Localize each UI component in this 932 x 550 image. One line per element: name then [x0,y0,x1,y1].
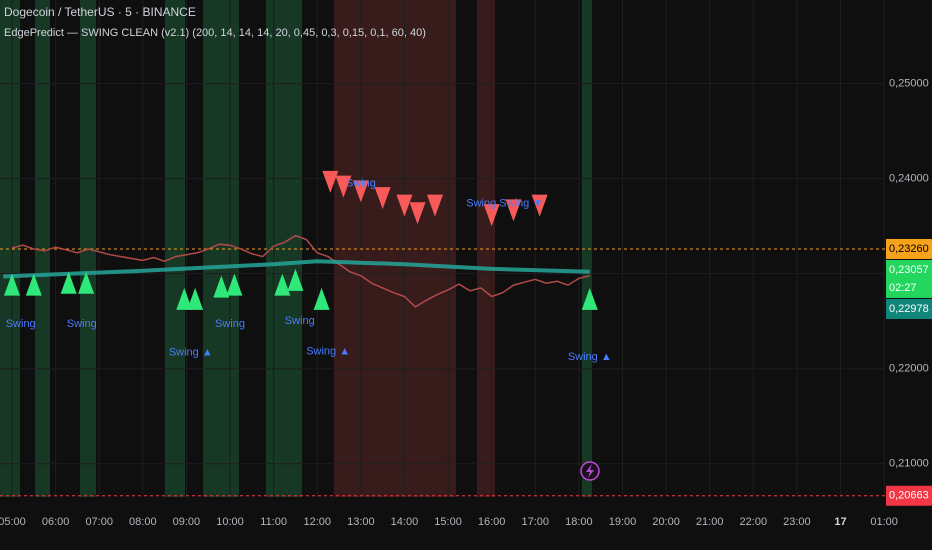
price-label-box [886,238,932,259]
x-tick-label: 15:00 [434,516,462,528]
x-tick-label: 18:00 [565,516,593,528]
y-tick-label: 0,21000 [889,458,929,470]
buy-signal [78,271,95,294]
x-tick-label: 23:00 [783,516,811,528]
bull-zone [582,0,592,497]
y-tick-label: 0,24000 [889,173,929,185]
x-tick-label: 11:00 [260,516,287,528]
x-tick-label: 22:00 [740,516,768,528]
sell-signal [374,187,391,210]
y-tick-label: 0,25000 [889,78,929,90]
signal-label: Swing [346,177,376,189]
signal-label: Swing [285,315,315,327]
sell-signal [505,199,522,222]
price-label: 0,23260 [889,243,929,255]
x-tick-label: 17 [834,516,846,528]
signal-label: Swing Swing ▼ [466,197,543,209]
buy-signal [3,273,20,296]
x-tick-label: 20:00 [652,516,680,528]
buy-signal [187,287,204,310]
x-tick-label: 12:00 [303,516,331,528]
sell-signal [322,170,339,193]
x-tick-label: 19:00 [609,516,637,528]
x-tick-label: 10:00 [216,516,244,528]
y-tick-label: 0,22000 [889,363,929,375]
sell-signal [426,194,443,217]
x-tick-label: 01:00 [870,516,898,528]
sell-signal [531,194,548,217]
x-tick-label: 13:00 [347,516,375,528]
buy-signal [213,275,230,298]
alert-icon [580,461,600,481]
signal-label: Swing ▲ [169,346,213,358]
buy-signal [274,273,291,296]
bear-zone [334,0,456,497]
x-tick-label: 08:00 [129,516,157,528]
x-tick-label: 07:00 [85,516,113,528]
buy-signal [313,287,330,310]
buy-signal [287,268,304,291]
plot [0,0,885,497]
x-tick-label: 14:00 [391,516,419,528]
buy-signal [25,273,42,296]
price-line-series [11,234,590,308]
sell-signal [396,194,413,217]
x-tick-label: 05:00 [0,516,26,528]
indicator-title: EdgePredict — SWING CLEAN (v2.1) (200, 1… [4,27,426,39]
price-label: 0,22978 [889,303,929,315]
buy-signal [226,273,243,296]
signal-label: Swing ▲ [306,346,350,358]
x-tick-label: 06:00 [42,516,70,528]
sell-signal [335,175,352,198]
signal-label: Swing ▲ [568,351,612,363]
signal-label: Swing [6,318,36,330]
bull-zone [0,0,20,497]
x-tick-label: 09:00 [173,516,201,528]
sell-signal [352,180,369,203]
x-tick-label: 21:00 [696,516,724,528]
price-label-box [886,259,932,298]
x-tick-label: 16:00 [478,516,506,528]
chart-title: Dogecoin / TetherUS · 5 · BINANCE [4,5,196,19]
sell-signal [483,204,500,227]
price-label: 0,23057 [889,264,929,276]
signal-label: Swing [67,318,97,330]
price-label-box [886,485,932,506]
sell-signal [409,202,426,225]
price-label: 0,20663 [889,490,929,502]
buy-signal [581,287,598,310]
moving-average [3,259,590,279]
price-label-box [886,298,932,319]
buy-signal [176,287,193,310]
countdown: 02:27 [889,282,917,294]
x-tick-label: 17:00 [522,516,550,528]
alert-bolt [586,464,594,478]
buy-signal [60,271,77,294]
signal-label: Swing [215,318,245,330]
